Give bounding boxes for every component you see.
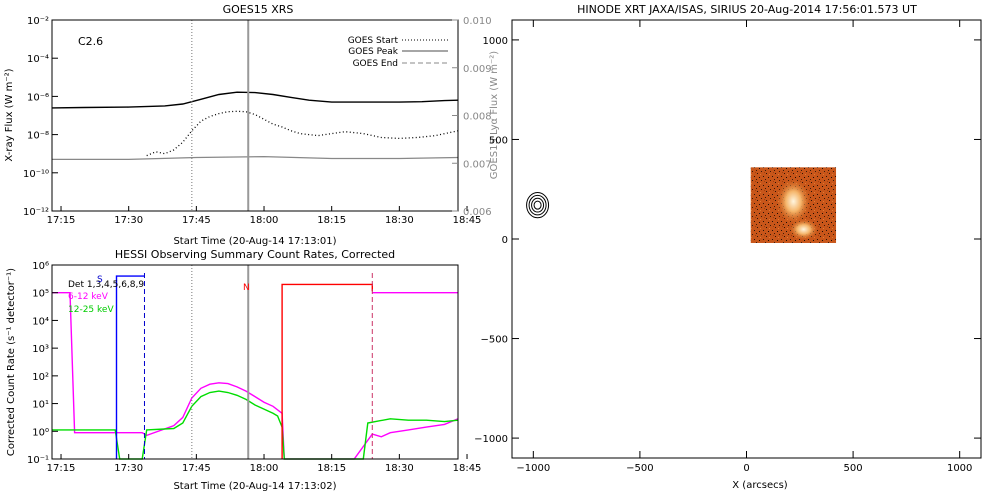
rhessi-contour-level-1: [528, 194, 547, 216]
goes-x-ticks: 17:15 17:30 17:45 18:00 18:15 18:30 18:45: [47, 206, 482, 226]
hessi-title: HESSI Observing Summary Count Rates, Cor…: [115, 248, 395, 261]
x-tick-label: 18:00: [250, 215, 279, 226]
legend-detectors: Det 1,3,4,5,6,8,9: [68, 280, 144, 290]
flare-class-label: C2.6: [78, 35, 103, 48]
hessi-y-ticks: 10⁻¹ 10⁰ 10¹ 10² 10³ 10⁴ 10⁵ 10⁶: [27, 261, 58, 466]
x-tick-label: 18:45: [453, 215, 482, 226]
y-tick-label: 500: [489, 135, 508, 146]
goes-series: [51, 91, 459, 160]
x-tick-label: 17:15: [47, 215, 76, 226]
y-tick-label: 10⁻¹⁰: [23, 169, 49, 180]
series-line-2: [52, 155, 459, 160]
y2-tick-label: 0.006: [463, 207, 492, 218]
goes-y2-ticks: 0.006 0.007 0.008 0.009 0.010: [452, 16, 492, 218]
y-tick-label: 10⁻²: [27, 16, 49, 27]
x-tick-label: 18:15: [317, 463, 346, 474]
series-line-2: [281, 283, 373, 459]
hessi-plot-frame: [51, 264, 459, 460]
xrt-image: [750, 167, 837, 243]
rhessi-contour-level-0: [526, 192, 550, 219]
y2-tick-label: 0.007: [463, 159, 492, 170]
y-tick-label: 10⁴: [32, 316, 49, 327]
y-tick-label: −1000: [474, 434, 508, 445]
hessi-series: [52, 275, 459, 460]
hessi-y-axis-label: Corrected Count Rate (s⁻¹ detector⁻¹): [6, 268, 17, 456]
y-tick-label: 1000: [483, 36, 508, 47]
x-tick-label: 17:30: [114, 463, 143, 474]
legend-12-25-kev: 12-25 keV: [68, 305, 114, 315]
x-tick-label: 17:45: [182, 215, 211, 226]
hessi-event-lines: [143, 265, 373, 459]
legend-goes-peak: GOES Peak: [348, 47, 398, 57]
xrt-panel: HINODE XRT JAXA/ISAS, SIRIUS 20-Aug-2014…: [474, 3, 982, 491]
legend-goes-start: GOES Start: [348, 36, 399, 46]
xrt-bright-loop: [776, 178, 811, 225]
xrt-x-ticks: −1000 −500 0 500 1000: [516, 20, 972, 474]
y-tick-label: 10⁻⁶: [27, 92, 49, 103]
x-tick-label: −1000: [516, 463, 550, 474]
rhessi-contours: [526, 192, 550, 219]
x-tick-label: 18:30: [385, 463, 414, 474]
goes-x-axis-label: Start Time (20-Aug-14 17:13:01): [173, 236, 336, 247]
rhessi-contour-level-2: [531, 197, 545, 213]
xrt-plot-frame: [511, 19, 982, 459]
xrt-bright-footpoint: [789, 218, 819, 240]
y-tick-label: 10⁰: [32, 427, 49, 438]
xrt-x-axis-label: X (arcsecs): [732, 480, 788, 491]
series-line-0: [52, 292, 459, 460]
x-tick-label: 17:45: [182, 463, 211, 474]
y-tick-label: 10⁵: [32, 289, 49, 300]
hessi-x-axis-label: Start Time (20-Aug-14 17:13:02): [173, 481, 336, 492]
y2-tick-label: 0.010: [463, 16, 492, 27]
saa-marker-s: S: [97, 275, 103, 285]
x-tick-label: 0: [743, 463, 749, 474]
x-tick-label: 17:15: [47, 463, 76, 474]
x-tick-label: 18:15: [317, 215, 346, 226]
x-tick-label: 18:45: [453, 463, 482, 474]
y-tick-label: 10²: [32, 372, 49, 383]
y-tick-label: 10⁻¹: [27, 455, 49, 466]
goes-legend: GOES Start GOES Peak GOES End: [348, 36, 448, 69]
goes-panel: GOES15 XRS C2.6 GOES Start GOES Peak GOE…: [4, 3, 500, 247]
series-line-0: [51, 91, 459, 109]
y-tick-label: 10⁻¹²: [23, 207, 49, 218]
y2-tick-label: 0.009: [463, 64, 492, 75]
hessi-x-ticks: 17:15 17:30 17:45 18:00 18:15 18:30 18:45: [47, 454, 482, 474]
y-tick-label: −500: [481, 335, 508, 346]
y-tick-label: 10¹: [32, 400, 49, 411]
x-tick-label: 17:30: [114, 215, 143, 226]
xrt-y-ticks: −1000 −500 0 500 1000: [474, 36, 981, 445]
y-tick-label: 0: [502, 235, 508, 246]
x-tick-label: 500: [844, 463, 863, 474]
x-tick-label: 18:00: [250, 463, 279, 474]
goes-title: GOES15 XRS: [223, 3, 294, 16]
goes-y-ticks: 10⁻¹² 10⁻¹⁰ 10⁻⁸ 10⁻⁶ 10⁻⁴ 10⁻²: [23, 16, 58, 218]
legend-6-12-kev: 6-12 keV: [68, 292, 109, 302]
hessi-legend: Det 1,3,4,5,6,8,9 6-12 keV 12-25 keV S N: [68, 275, 250, 315]
goes-event-lines: [191, 20, 250, 211]
legend-goes-end: GOES End: [353, 59, 398, 69]
hessi-panel: HESSI Observing Summary Count Rates, Cor…: [6, 248, 481, 492]
series-line-1: [146, 110, 459, 157]
x-tick-label: −500: [626, 463, 653, 474]
y-tick-label: 10⁶: [32, 261, 49, 272]
y-tick-label: 10⁻⁴: [27, 54, 49, 65]
y2-tick-label: 0.008: [463, 112, 492, 123]
y-tick-label: 10³: [32, 344, 49, 355]
xrt-title: HINODE XRT JAXA/ISAS, SIRIUS 20-Aug-2014…: [577, 3, 917, 16]
y-tick-label: 10⁻⁸: [27, 131, 49, 142]
series-line-1: [52, 390, 459, 460]
rhessi-contour-level-3: [533, 200, 542, 210]
goes-y-axis-label: X-ray Flux (W m⁻²): [4, 68, 15, 161]
series-line-4: [115, 275, 145, 459]
x-tick-label: 1000: [947, 463, 972, 474]
night-marker-n: N: [243, 283, 250, 293]
x-tick-label: 18:30: [385, 215, 414, 226]
goes-y2-axis-label: GOES15 Lyα Flux (W m⁻²): [489, 51, 500, 179]
